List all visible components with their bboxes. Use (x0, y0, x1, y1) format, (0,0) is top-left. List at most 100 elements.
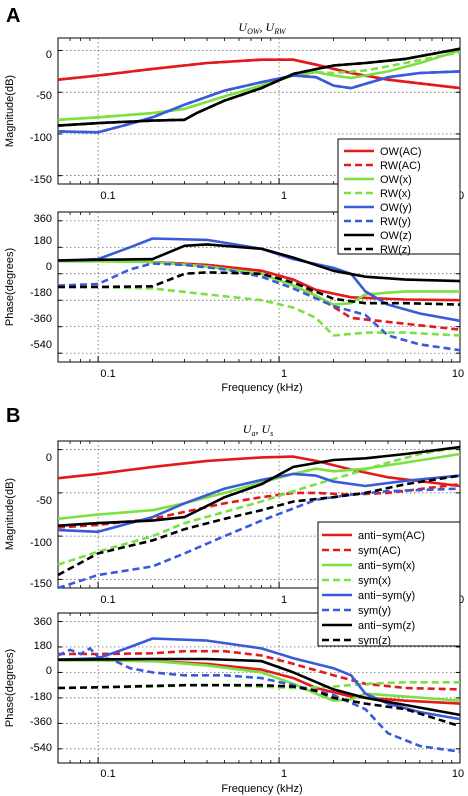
series-line-sym-y (57, 487, 461, 590)
panel-b-ph-ytick-0: 360 (34, 616, 52, 628)
panel-a-ph-xtick-0: 0.1 (100, 368, 115, 380)
series-line-rw-x (58, 285, 461, 337)
panel-a-mag-ytick-0: 0 (46, 49, 52, 61)
legend-label: RW(AC) (380, 160, 421, 172)
legend-label: anti−sym(AC) (358, 530, 425, 542)
panel-a-mag-ytick-1: -50 (36, 90, 52, 102)
panel-a-mag-xtick-0: 0.1 (100, 190, 115, 202)
panel-b-magnitude-frame (57, 440, 461, 589)
panel-b-title: Ua, Us (243, 422, 273, 438)
panel-b-magnitude-lines (57, 445, 461, 590)
series-line-rw-ac (57, 259, 461, 331)
panel-b-phase-lines (57, 637, 461, 753)
panel-a-title-var2: U (266, 20, 276, 34)
panel-b-ph-xtick-1: 1 (281, 768, 287, 780)
legend-label: sym(y) (358, 605, 391, 617)
legend-label: RW(x) (380, 188, 411, 200)
series-line-anti-sym-ac (57, 455, 461, 488)
panel-a: A UOW, URW 0 -50 -100 -150 0.1 1 10 Magn… (4, 5, 464, 394)
series-line-anti-sym-x (58, 659, 461, 702)
panel-a-phase-axes: 360 180 0 -180 -360 -540 0.1 1 10 Phase(… (4, 211, 464, 394)
series-line-rw-ac (57, 58, 461, 90)
panel-b-mag-ytick-3: -150 (30, 578, 52, 590)
series-line-sym-x (57, 681, 460, 690)
panel-a-mag-xtick-1: 1 (281, 190, 287, 202)
panel-b-xlabel: Frequency (kHz) (221, 783, 302, 795)
panel-a-mag-ylabel: Magnitude(dB) (4, 75, 16, 147)
panel-a-magnitude-axes: 0 -50 -100 -150 0.1 1 10 Magnitude(dB) (4, 37, 464, 202)
panel-a-ph-ytick-0: 360 (34, 213, 52, 225)
series-line-ow-z (57, 243, 461, 283)
panel-b-ph-ytick-3: -180 (30, 691, 52, 703)
panel-a-legend: OW(AC) RW(AC) OW(x) RW(x) OW(y) RW(y) OW(z) RW(… (337, 138, 461, 256)
legend-label: RW(y) (380, 216, 411, 228)
panel-a-phase-lines (57, 237, 461, 352)
panel-b-mag-ylabel: Magnitude(dB) (4, 478, 16, 550)
legend-label: anti−sym(y) (358, 590, 415, 602)
panel-a-ph-ytick-3: -180 (30, 287, 52, 299)
panel-b-legend: anti−sym(AC) sym(AC) anti−sym(x) sym(x) anti… (317, 521, 461, 647)
panel-a-mag-ytick-3: -150 (30, 174, 52, 186)
legend-label: RW(z) (380, 244, 411, 256)
series-line-rw-x (57, 50, 461, 122)
series-line-sym-x (57, 445, 461, 566)
legend-label: sym(x) (358, 575, 391, 587)
panel-b-mag-ytick-1: -50 (36, 495, 52, 507)
legend-label: OW(y) (380, 202, 412, 214)
series-line-sym-ac (58, 649, 461, 691)
panel-a-ph-ytick-2: 0 (46, 261, 52, 273)
panel-b-title-sub2: s (270, 429, 273, 438)
panel-a-ph-xtick-2: 10 (452, 368, 464, 380)
panel-a-title: UOW, URW (238, 20, 287, 36)
series-line-anti-sym-z (57, 657, 461, 717)
panel-a-mag-ytick-2: -100 (30, 132, 52, 144)
panel-b-letter: B (6, 405, 20, 427)
legend-label: OW(x) (380, 174, 412, 186)
panel-a-title-sep: , (260, 20, 266, 34)
series-line-ow-y (57, 237, 461, 323)
panel-b-mag-xtick-0: 0.1 (100, 594, 115, 606)
panel-b-ph-xtick-0: 0.1 (100, 768, 115, 780)
panel-a-title-sub1: OW (247, 27, 261, 36)
series-line-anti-sym-y (57, 472, 461, 534)
series-line-sym-y (57, 647, 461, 753)
panel-a-legend-items: OW(AC) RW(AC) OW(x) RW(x) OW(y) RW(y) OW(z) RW(… (344, 146, 422, 256)
panel-a-magnitude-frame (57, 37, 461, 185)
panel-b-title-sub1: a (251, 429, 255, 438)
panel-a-ph-ylabel: Phase(degrees) (4, 248, 16, 326)
panel-a-ph-ytick-4: -360 (30, 313, 52, 325)
series-line-anti-sym-y (57, 637, 461, 721)
panel-b-legend-items: anti−sym(AC) sym(AC) anti−sym(x) sym(x) anti… (322, 530, 425, 647)
legend-label: anti−sym(x) (358, 560, 415, 572)
panel-b-ph-xtick-2: 10 (452, 768, 464, 780)
panel-a-ph-ytick-1: 180 (34, 235, 52, 247)
series-line-rw-z (57, 47, 461, 127)
panel-b-ph-ytick-5: -540 (30, 742, 52, 754)
panel-a-ph-xtick-1: 1 (281, 368, 287, 380)
panel-b-title-var2: U (261, 422, 271, 436)
panel-b-ph-ytick-2: 0 (46, 665, 52, 677)
series-line-anti-sym-z (57, 445, 461, 527)
panel-b-ph-ytick-4: -360 (30, 716, 52, 728)
series-line-sym-z (57, 474, 461, 577)
panel-a-title-var1: U (238, 20, 248, 34)
panel-a-title-sub2: RW (273, 27, 287, 36)
legend-label: OW(AC) (380, 146, 422, 158)
panel-b-phase-axes: 360 180 0 -180 -360 -540 0.1 1 10 Phase(… (4, 612, 464, 795)
panel-b-mag-ytick-0: 0 (46, 452, 52, 464)
panel-a-ph-ytick-5: -540 (30, 339, 52, 351)
panel-b-ph-ytick-1: 180 (34, 640, 52, 652)
panel-b-ph-ylabel: Phase(degrees) (4, 649, 16, 727)
panel-a-xlabel: Frequency (kHz) (221, 382, 302, 394)
legend-label: OW(z) (380, 230, 412, 242)
legend-label: sym(AC) (358, 545, 401, 557)
panel-b-title-var1: U (243, 422, 253, 436)
panel-a-magnitude-lines (57, 47, 461, 134)
panel-b: B Ua, Us 0 -50 -100 -150 0.1 1 10 Magnit… (4, 405, 464, 795)
legend-label: anti−sym(z) (358, 620, 415, 632)
legend-label: sym(z) (358, 635, 391, 647)
panel-a-letter: A (6, 5, 20, 27)
panel-b-mag-ytick-2: -100 (30, 537, 52, 549)
panel-b-mag-xtick-1: 1 (281, 594, 287, 606)
